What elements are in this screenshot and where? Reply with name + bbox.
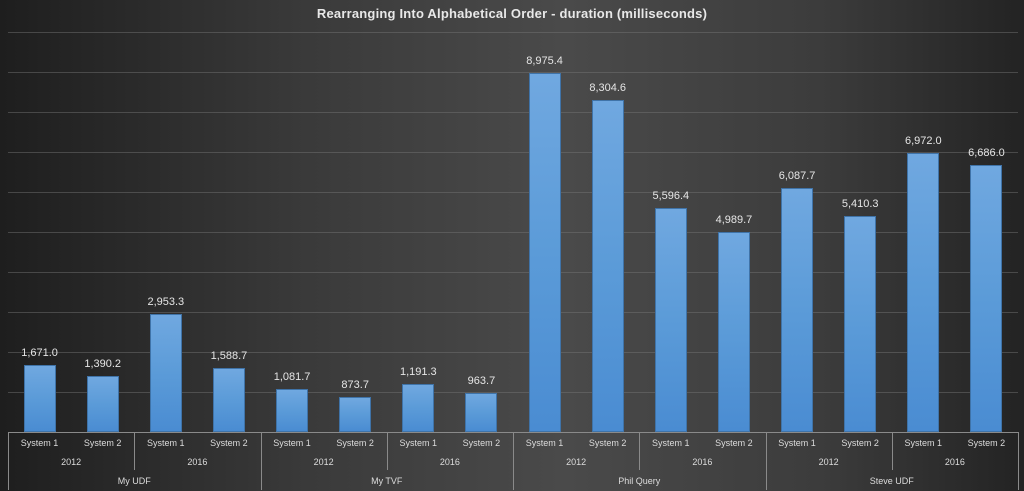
bar	[23, 365, 56, 432]
data-label: 6,972.0	[904, 135, 942, 148]
axis-divider	[386, 432, 388, 470]
category-label-year: 2012	[61, 457, 82, 467]
category-label-system: System 1	[147, 438, 185, 448]
gridline	[8, 312, 1018, 313]
gridline	[8, 32, 1018, 33]
data-label: 1,671.0	[21, 347, 58, 360]
category-label-system: System 2	[210, 438, 248, 448]
bar	[717, 232, 750, 432]
bar	[781, 188, 814, 432]
category-label-system: System 1	[20, 438, 59, 448]
axis-divider	[891, 432, 893, 470]
category-label-system: System 1	[399, 438, 438, 448]
category-label-year: 2012	[566, 457, 587, 467]
bar	[339, 397, 372, 432]
bar	[528, 72, 561, 432]
category-label-system: System 1	[525, 438, 564, 448]
data-label: 4,989.7	[715, 214, 753, 227]
category-label-system: System 1	[652, 438, 690, 448]
category-label-system: System 1	[904, 438, 943, 448]
gridline	[8, 232, 1018, 233]
data-label: 6,087.7	[778, 170, 816, 183]
category-label-group: My UDF	[117, 476, 151, 486]
axis-divider	[513, 432, 514, 490]
category-label-system: System 2	[967, 438, 1006, 448]
bar	[276, 388, 309, 432]
chart-title: Rearranging Into Alphabetical Order - du…	[316, 6, 708, 21]
data-label: 5,410.3	[841, 197, 879, 210]
category-label-system: System 2	[462, 438, 501, 448]
data-label: 1,081.7	[273, 370, 311, 383]
category-label-group: Steve UDF	[869, 476, 914, 486]
axis-divider	[1018, 432, 1019, 490]
bar	[402, 384, 435, 432]
data-label: 1,191.3	[399, 366, 437, 379]
axis-divider	[134, 432, 136, 470]
category-label-year: 2016	[692, 457, 713, 467]
data-label: 2,953.3	[147, 295, 185, 308]
data-label: 8,304.6	[589, 81, 627, 94]
gridline	[8, 112, 1018, 113]
bar	[212, 368, 245, 432]
bar	[654, 208, 687, 432]
category-label-system: System 2	[336, 438, 374, 448]
category-label-year: 2016	[187, 457, 208, 467]
category-label-system: System 1	[778, 438, 816, 448]
data-label: 1,390.2	[84, 358, 122, 371]
category-label-group: Phil Query	[618, 476, 661, 486]
gridline	[8, 72, 1018, 73]
data-label: 1,588.7	[210, 350, 248, 363]
gridline	[8, 352, 1018, 353]
gridline	[8, 152, 1018, 153]
bar	[465, 393, 498, 432]
axis-divider	[260, 432, 262, 490]
data-label: 873.7	[341, 379, 369, 392]
data-label: 8,975.4	[526, 54, 563, 67]
category-label-year: 2012	[818, 457, 839, 467]
category-label-group: My TVF	[371, 476, 403, 486]
gridline	[8, 272, 1018, 273]
category-label-system: System 2	[841, 438, 879, 448]
bar	[907, 153, 940, 432]
gridline	[8, 192, 1018, 193]
axis-divider	[639, 432, 641, 470]
data-label: 963.7	[467, 375, 496, 388]
gridline	[8, 392, 1018, 393]
bar	[591, 99, 624, 432]
axis-divider	[8, 432, 9, 490]
category-label-system: System 2	[715, 438, 753, 448]
category-label-year: 2016	[944, 457, 965, 467]
category-label-system: System 1	[273, 438, 311, 448]
axis-divider	[765, 432, 767, 490]
data-label: 5,596.4	[652, 190, 690, 203]
category-label-system: System 2	[588, 438, 627, 448]
bar	[844, 215, 877, 432]
bar	[86, 376, 119, 432]
bar	[149, 313, 182, 432]
category-label-year: 2016	[439, 457, 460, 467]
category-label-year: 2012	[313, 457, 334, 467]
bar	[970, 164, 1003, 432]
category-label-system: System 2	[83, 438, 122, 448]
data-label: 6,686.0	[968, 146, 1005, 159]
